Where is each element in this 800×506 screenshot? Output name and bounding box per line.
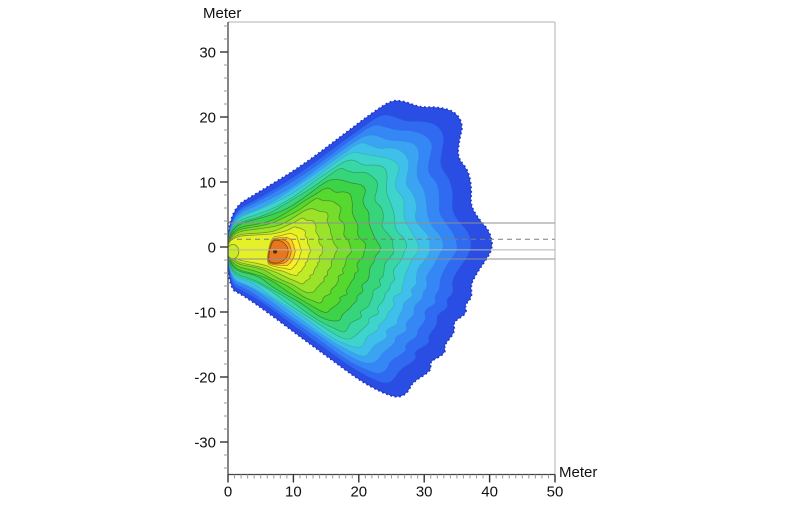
y-tick-label: -10: [194, 305, 216, 322]
axis-ticks: [220, 25, 556, 483]
x-tick-label: 50: [547, 484, 564, 501]
y-axis-title: Meter: [203, 5, 241, 22]
y-tick-label: -30: [194, 435, 216, 452]
x-tick-label: 20: [350, 484, 367, 501]
y-tick-label: 10: [199, 175, 216, 192]
x-tick-label: 30: [416, 484, 433, 501]
x-tick-label: 10: [285, 484, 302, 501]
plot-overlays: [228, 222, 555, 260]
x-tick-label: 0: [224, 484, 232, 501]
contour-bands: [228, 99, 493, 398]
axis-tick-labels: 0 10 20 30 40 50 30 20 10 0 -10 -20 -30: [194, 45, 563, 501]
hotspot-marker: [272, 249, 278, 254]
source-ring: [228, 244, 240, 260]
y-tick-label: 0: [208, 240, 216, 257]
y-tick-label: 30: [199, 45, 216, 62]
x-axis-title: Meter: [559, 464, 597, 481]
y-tick-label: 20: [199, 110, 216, 127]
x-tick-label: 40: [481, 484, 498, 501]
contour-band-17: [268, 239, 289, 264]
y-tick-label: -20: [194, 370, 216, 387]
